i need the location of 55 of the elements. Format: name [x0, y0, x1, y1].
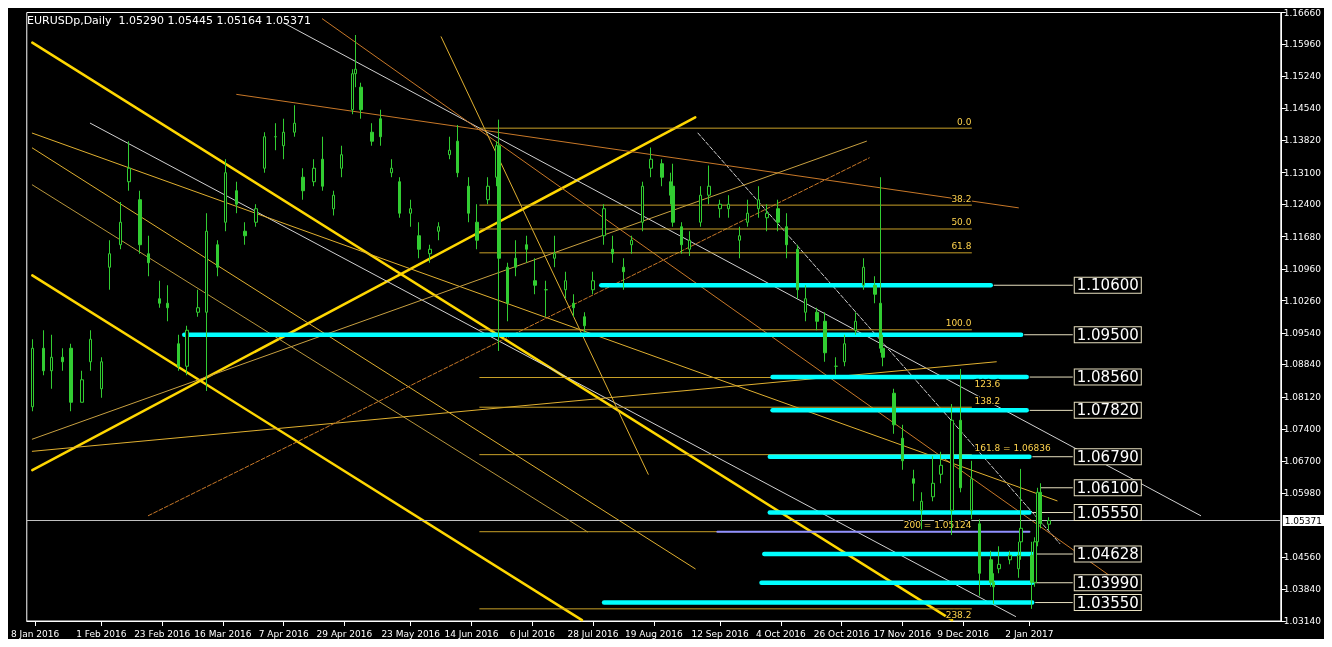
annotation: 1.04628: [1076, 545, 1139, 564]
y-tick-label: 1.15960: [1283, 39, 1322, 50]
y-tick-label: 1.16660: [1283, 7, 1322, 18]
ref-line-label: 1.05371: [1284, 515, 1322, 526]
annotation: 1.07820: [1076, 401, 1139, 420]
y-tick-label: 1.03840: [1283, 584, 1322, 595]
x-tick-label: 4 Oct 2016: [755, 628, 807, 639]
x-tick-label: 1 Feb 2016: [76, 628, 127, 639]
annotation: 161.8 = 1.06836: [974, 443, 1051, 454]
annotation: 1.03990: [1076, 573, 1139, 592]
y-tick-label: 1.03140: [1283, 616, 1322, 626]
y-tick-label: 1.13100: [1283, 167, 1322, 178]
y-tick-label: 1.13820: [1283, 135, 1322, 146]
annotation: 1.08560: [1076, 368, 1139, 387]
y-tick-label: 1.10960: [1283, 264, 1322, 275]
x-tick-label: 14 Jun 2016: [444, 628, 499, 639]
annotation: 1.10600: [1076, 276, 1139, 295]
annotation: 238.2: [945, 610, 972, 621]
x-tick-label: 23 Feb 2016: [134, 628, 191, 639]
x-tick-label: 16 Mar 2016: [194, 628, 252, 639]
x-tick-label: 26 Oct 2016: [813, 628, 870, 639]
x-tick-label: 6 Jul 2016: [509, 628, 556, 639]
annotation: 123.6: [974, 379, 1001, 390]
x-tick-label: 8 Jan 2016: [10, 628, 60, 639]
chart-title: EURUSDp,Daily 1.05290 1.05445 1.05164 1.05371: [27, 14, 311, 27]
annotation: 1.09500: [1076, 325, 1139, 344]
y-tick-label: 1.06700: [1283, 455, 1322, 466]
y-tick-label: 1.12400: [1283, 199, 1322, 210]
annotation: 1.06790: [1076, 447, 1139, 466]
annotation: 50.0: [951, 217, 972, 228]
y-tick-label: 1.07400: [1283, 424, 1322, 435]
x-tick-label: 12 Sep 2016: [691, 628, 749, 639]
x-tick-label: 7 Apr 2016: [258, 628, 309, 639]
x-tick-label: 28 Jul 2016: [567, 628, 619, 639]
annotation: 1.06100: [1076, 478, 1139, 497]
y-tick-label: 1.04560: [1283, 552, 1322, 563]
y-tick-label: 1.14540: [1283, 102, 1322, 113]
annotation: 1.03550: [1076, 593, 1139, 612]
y-tick-label: 1.08840: [1283, 359, 1322, 370]
x-tick-label: 29 Apr 2016: [316, 628, 373, 639]
y-tick-label: 1.09540: [1283, 327, 1322, 338]
x-tick-label: 19 Aug 2016: [624, 628, 683, 639]
y-tick-label: 1.10260: [1283, 295, 1322, 306]
x-tick-label: 2 Jan 2017: [1005, 628, 1054, 639]
y-tick-label: 1.05980: [1283, 488, 1322, 499]
y-tick-label: 1.15240: [1283, 71, 1322, 82]
x-tick-label: 17 Nov 2016: [873, 628, 932, 639]
annotation: 1.05550: [1076, 503, 1139, 522]
y-tick-label: 1.11680: [1283, 231, 1322, 242]
annotation: 61.8: [951, 241, 972, 252]
annotation: 0.0: [957, 116, 972, 127]
x-tick-label: 23 May 2016: [381, 628, 441, 639]
y-tick-label: 1.08120: [1283, 391, 1322, 402]
annotation: 100.0: [945, 318, 972, 329]
x-tick-label: 9 Dec 2016: [937, 628, 990, 639]
